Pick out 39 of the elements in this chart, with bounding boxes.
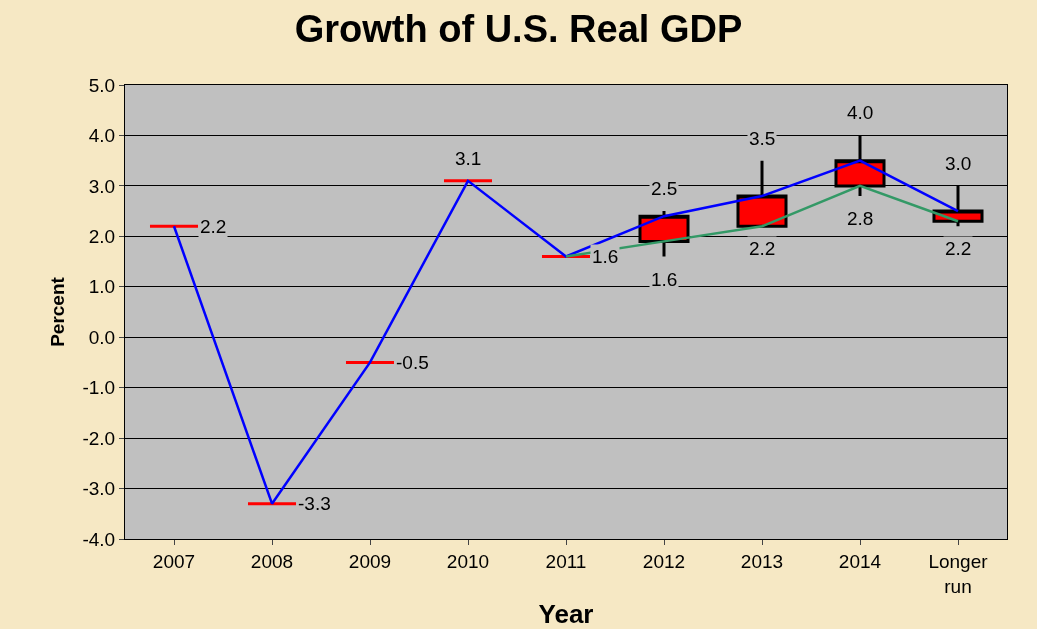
annotation: 1.6 (592, 246, 619, 267)
y-tick-label: -2.0 (82, 427, 116, 449)
candlestick (442, 179, 494, 183)
x-tick-label: 2011 (545, 550, 587, 572)
x-tick-label: 2007 (152, 550, 196, 572)
annotation: 2.5 (651, 178, 678, 199)
candlestick (148, 224, 200, 228)
annotation: 3.0 (945, 153, 972, 174)
annotation: 2.2 (200, 216, 227, 237)
y-tick-label: 3.0 (88, 175, 116, 197)
x-tick-label: 2008 (250, 550, 294, 572)
candlestick (344, 360, 396, 364)
y-tick-label: 4.0 (88, 125, 116, 147)
x-tick-label: 2012 (642, 550, 686, 572)
annotation: 2.8 (847, 208, 874, 229)
y-tick-label: -4.0 (82, 528, 116, 550)
y-tick-label: -1.0 (82, 377, 116, 399)
annotation: 2.2 (749, 238, 776, 259)
x-tick-label: 2009 (348, 550, 392, 572)
x-axis-title: Year (538, 599, 594, 629)
candlestick (246, 502, 298, 506)
y-tick-label: 2.0 (88, 225, 116, 247)
x-tick-label: 2010 (446, 550, 490, 572)
annotation: -0.5 (396, 352, 429, 373)
annotation: 4.0 (847, 102, 874, 123)
y-tick-label: 5.0 (88, 74, 116, 96)
annotation: 3.5 (749, 128, 776, 149)
annotation: 3.1 (455, 148, 482, 169)
chart-title: Growth of U.S. Real GDP (294, 8, 743, 51)
annotation: -3.3 (298, 493, 331, 514)
annotation: 1.6 (651, 269, 678, 290)
y-tick-label: 1.0 (88, 276, 116, 298)
x-tick-label: Longer run (928, 550, 989, 597)
annotation: 2.2 (945, 238, 972, 259)
y-axis-title: Percent (47, 276, 69, 347)
x-tick-label: 2013 (740, 550, 784, 572)
x-tick-label: 2014 (838, 550, 882, 572)
y-tick-label: 0.0 (88, 326, 116, 348)
y-tick-label: -3.0 (82, 478, 116, 500)
